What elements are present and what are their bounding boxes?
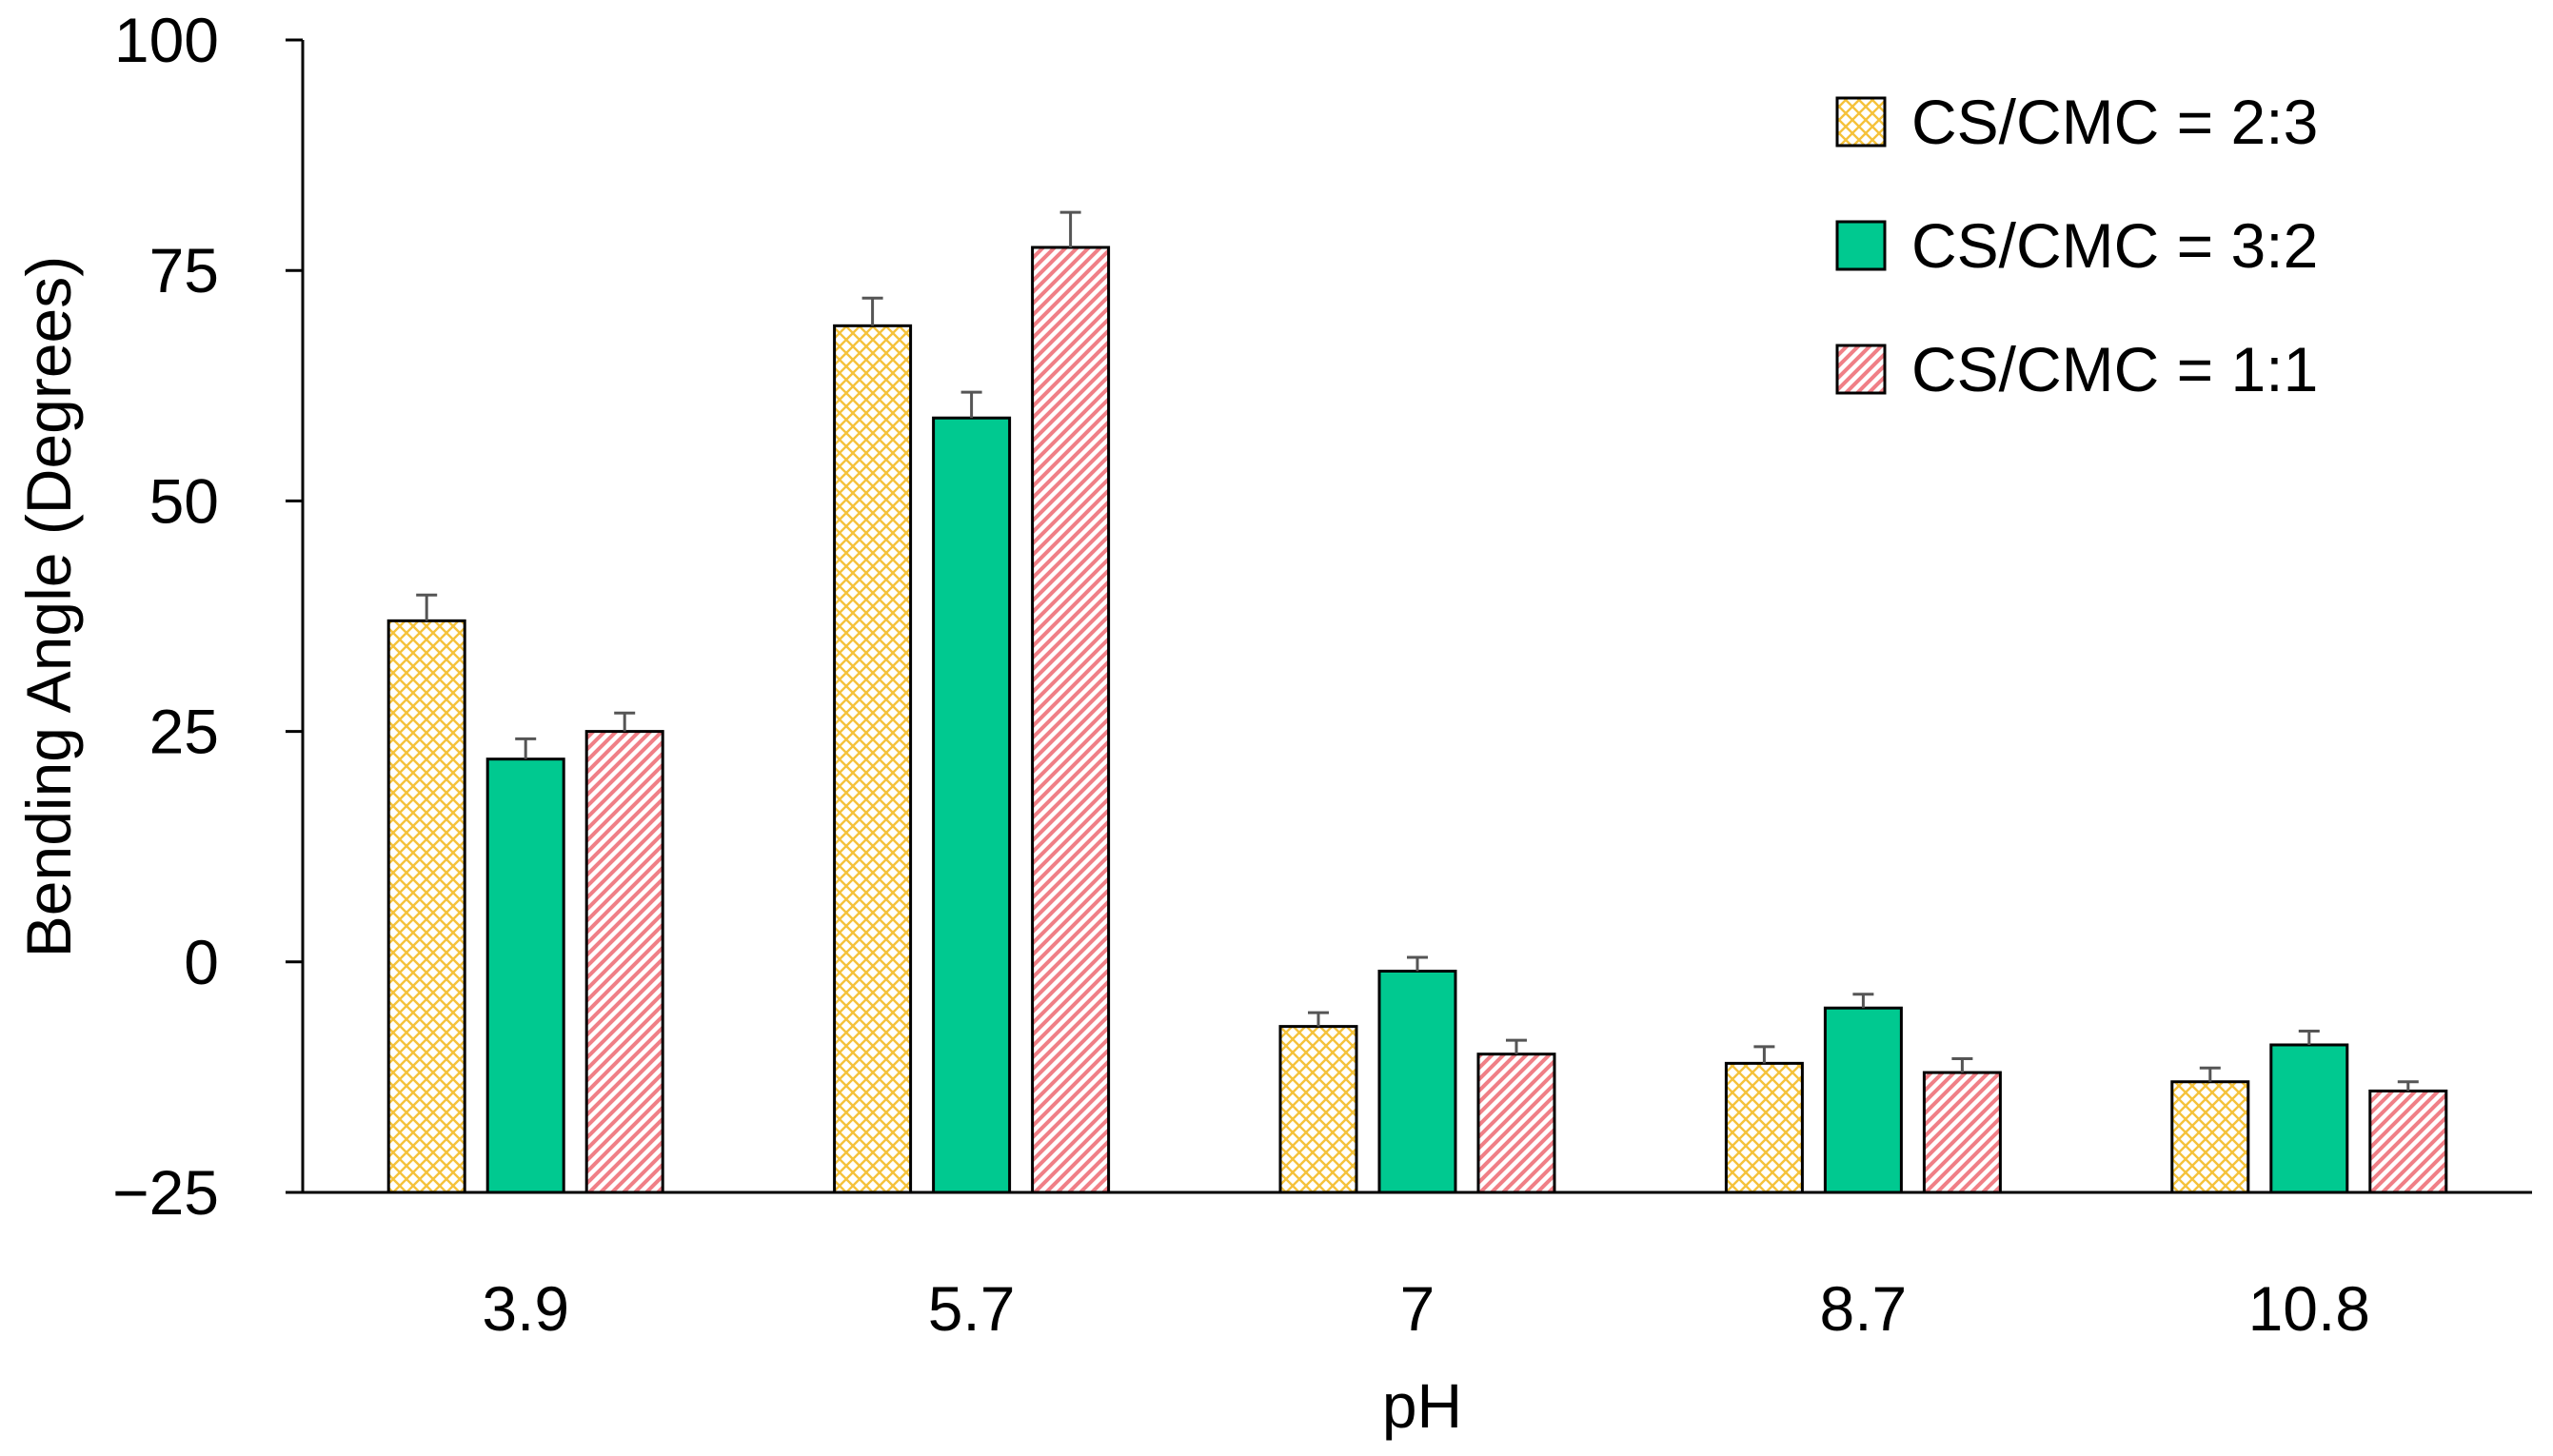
legend-label-0: CS/CMC = 2:3 — [1911, 87, 2318, 157]
legend-label-1: CS/CMC = 3:2 — [1911, 210, 2318, 281]
x-tick-label: 8.7 — [1820, 1273, 1908, 1344]
x-tick-label: 3.9 — [482, 1273, 569, 1344]
bar-0-2 — [1278, 1025, 1358, 1194]
y-tick-label: 25 — [149, 697, 219, 767]
bar-2-2 — [1476, 1053, 1556, 1194]
y-axis-title: Bending Angle (Degrees) — [13, 256, 84, 957]
legend-label-2: CS/CMC = 1:1 — [1911, 334, 2318, 404]
bar-0-1 — [833, 324, 913, 1194]
legend-swatch-2 — [1835, 344, 1887, 395]
legend-swatch-1 — [1835, 220, 1887, 271]
labels: 100 75 50 25 0 −25 Bending Angle (Degrees) pH 3.… — [13, 5, 2370, 1441]
legend: CS/CMC = 2:3 CS/CMC = 3:2 CS/CMC = 1:1 — [1835, 87, 2318, 404]
x-axis-title: pH — [1382, 1370, 1462, 1441]
bar-2-1 — [1031, 246, 1111, 1194]
bar-1-1 — [932, 416, 1012, 1194]
bar-1-4 — [2269, 1043, 2349, 1194]
bars — [386, 210, 2448, 1194]
bar-0-0 — [386, 619, 466, 1194]
x-tick-label: 7 — [1400, 1273, 1435, 1344]
y-tick-label: −25 — [112, 1157, 219, 1228]
bar-2-0 — [584, 730, 664, 1194]
bar-0-3 — [1724, 1061, 1804, 1194]
y-tick-label: 50 — [149, 465, 219, 536]
x-tick-label: 5.7 — [928, 1273, 1016, 1344]
bar-1-3 — [1823, 1006, 1903, 1194]
bar-1-2 — [1377, 969, 1457, 1194]
x-tick-label: 10.8 — [2248, 1273, 2370, 1344]
bar-2-4 — [2368, 1089, 2448, 1194]
legend-swatch-0 — [1835, 96, 1887, 148]
bar-0-4 — [2170, 1080, 2250, 1194]
y-tick-label: 0 — [184, 927, 219, 997]
y-tick-label: 75 — [149, 235, 219, 305]
y-tick-label: 100 — [114, 5, 219, 75]
bar-2-3 — [1922, 1071, 2002, 1194]
bar-1-0 — [485, 758, 565, 1194]
